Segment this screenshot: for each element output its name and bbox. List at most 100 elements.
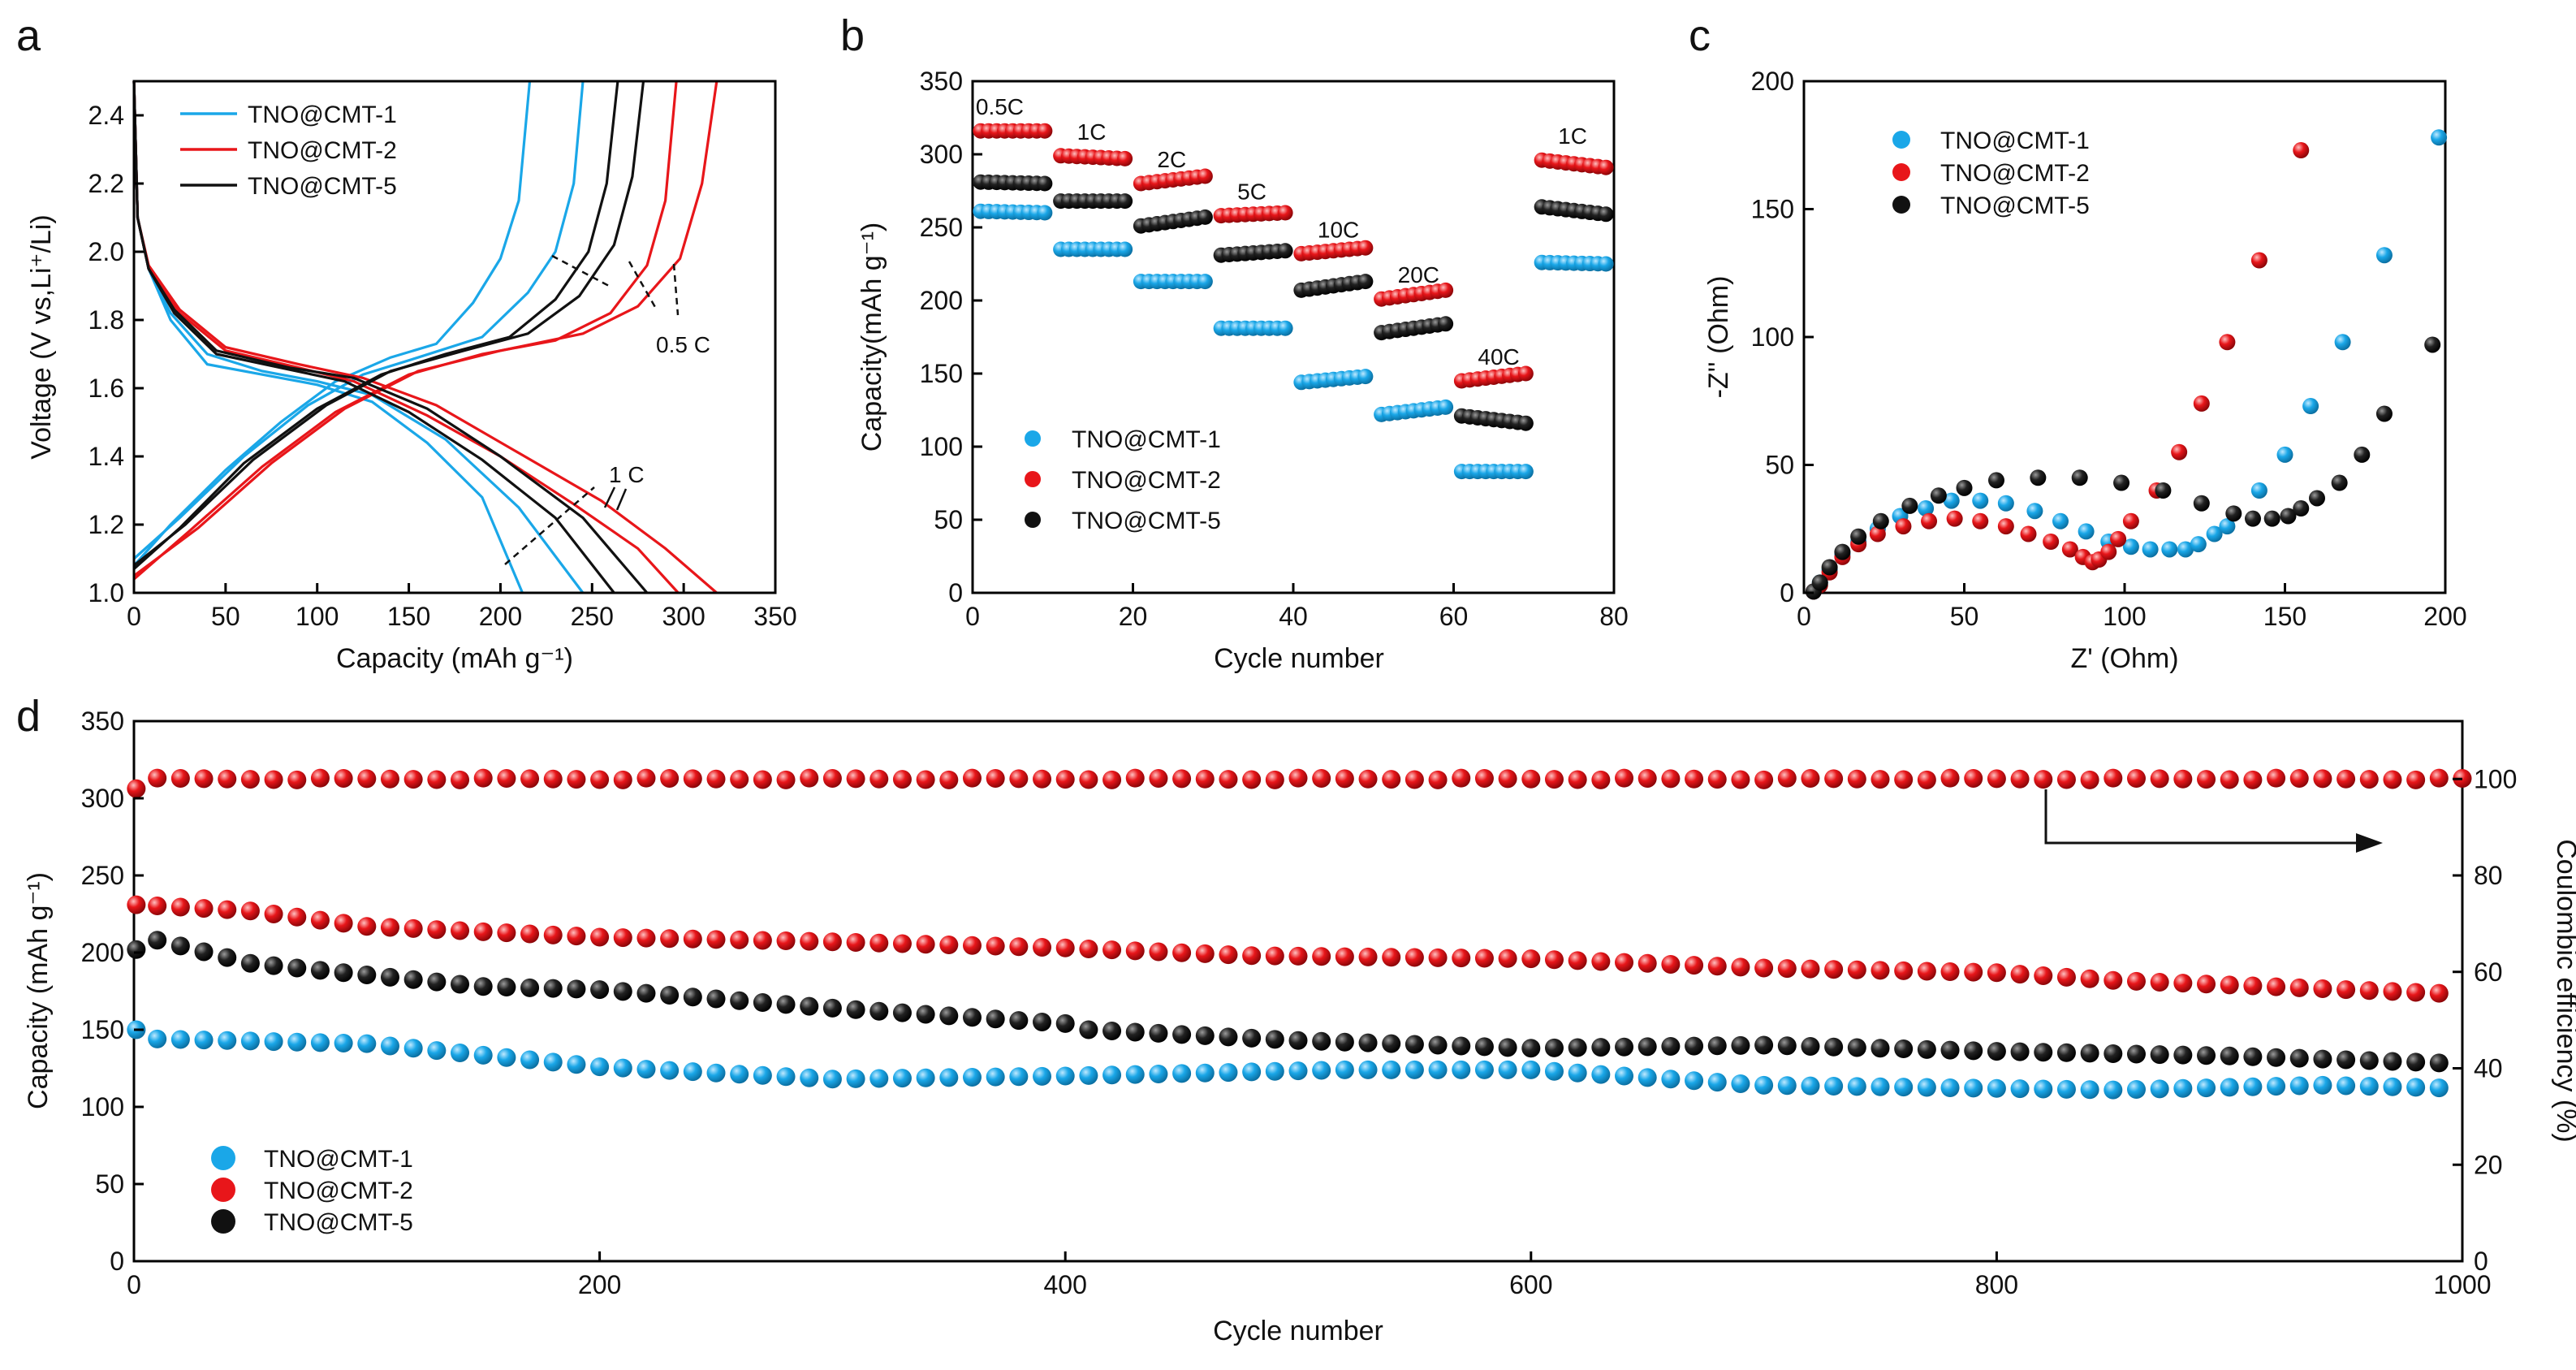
c-point-cmt1 [2206, 525, 2223, 542]
d-ce-point [1940, 768, 1960, 788]
d-point-cmt2 [2197, 975, 2216, 994]
d-point-cmt5 [1288, 1031, 1308, 1050]
a-x-label: Capacity (mAh g⁻¹) [336, 643, 573, 674]
d-point-cmt1 [916, 1068, 935, 1087]
c-x-tick-label: 50 [1950, 602, 1979, 631]
b-point-cmt5 [1197, 209, 1213, 225]
d-point-cmt1 [194, 1031, 214, 1050]
d-point-cmt2 [800, 931, 819, 951]
d-point-cmt5 [427, 972, 447, 992]
b-x-ticks: 0 20 40 60 80 [965, 583, 1629, 631]
c-y-tick-label: 0 [1780, 578, 1794, 607]
d-point-cmt5 [1125, 1022, 1145, 1042]
d-point-cmt1 [2173, 1078, 2193, 1098]
d-point-cmt1 [1754, 1075, 1774, 1095]
d-point-cmt5 [2243, 1047, 2263, 1066]
d-point-cmt2 [636, 928, 656, 948]
d-point-cmt5 [2289, 1048, 2309, 1068]
d-ce-point [2429, 768, 2449, 788]
d-point-cmt1 [683, 1062, 702, 1082]
c-point-cmt2 [1921, 512, 1938, 529]
d-point-cmt5 [1358, 1033, 1378, 1052]
d-point-cmt1 [2243, 1077, 2263, 1096]
b-point-cmt1 [1197, 274, 1213, 290]
d-point-cmt1 [567, 1055, 586, 1074]
d-ce-point [2056, 770, 2076, 789]
d-point-cmt2 [822, 932, 842, 952]
c-point-cmt5 [1821, 559, 1838, 576]
c-legend-label-3: TNO@CMT-5 [1940, 192, 2090, 219]
d-point-cmt1 [2429, 1078, 2449, 1098]
c-point-cmt2 [2250, 252, 2267, 269]
b-point-cmt5 [1117, 193, 1133, 210]
d-point-cmt1 [1009, 1067, 1029, 1087]
d-point-cmt5 [1428, 1035, 1448, 1055]
a-legend-label-3: TNO@CMT-5 [248, 173, 397, 200]
c-point-cmt1 [2161, 541, 2178, 558]
b-point-cmt1 [1438, 399, 1454, 415]
d-point-cmt1 [636, 1060, 656, 1079]
d-ce-point [567, 770, 586, 789]
d-ce-point [1894, 770, 1914, 789]
d-point-cmt5 [1940, 1040, 1960, 1060]
d-x-tick-label: 200 [578, 1270, 621, 1299]
c-point-cmt1 [1918, 500, 1935, 517]
d-x-tick-label: 400 [1044, 1270, 1087, 1299]
d-point-cmt5 [1964, 1041, 1983, 1061]
a-y-tick-label: 1.2 [88, 510, 124, 539]
b-rate-label: 10C [1318, 217, 1359, 242]
d-point-cmt5 [1335, 1032, 1354, 1052]
d-point-cmt5 [636, 983, 656, 1003]
d-ce-point [869, 769, 889, 789]
d-point-cmt5 [1498, 1038, 1517, 1057]
c-y-ticks: 0 50 100 150 200 [1751, 67, 1814, 607]
d-ce-point [2080, 770, 2099, 789]
b-point-cmt5 [1277, 243, 1293, 259]
d-ce-point [1172, 769, 1192, 789]
d-ce-point [2337, 769, 2356, 789]
d-point-cmt2 [1265, 946, 1284, 966]
d-point-cmt2 [1033, 938, 1052, 957]
d-point-cmt2 [2080, 969, 2099, 988]
d-point-cmt5 [2126, 1044, 2146, 1064]
c-point-cmt5 [1901, 497, 1918, 514]
d-ce-point [2220, 770, 2239, 789]
d-ce-point [127, 779, 146, 798]
d-point-cmt1 [2359, 1077, 2379, 1096]
d-point-cmt2 [1638, 953, 1657, 973]
a-curve-cmt2-charge [133, 80, 718, 577]
d-point-cmt1 [846, 1069, 865, 1088]
d-point-cmt1 [334, 1033, 353, 1052]
d-point-cmt1 [2150, 1079, 2169, 1099]
d-ce-point [1242, 770, 1262, 789]
d-point-cmt1 [1847, 1077, 1866, 1096]
a-curve-cmt2-charge [132, 80, 678, 581]
b-y-tick-label: 150 [920, 359, 963, 388]
panel-c: c 0 50 100 150 200 0 50 100 150 200 Z' (Ohm) -Z'… [1689, 11, 2467, 674]
d-point-cmt2 [264, 905, 283, 923]
a-y-tick-label: 1.6 [88, 374, 124, 403]
d-point-cmt2 [1987, 963, 2006, 983]
b-rate-label: 2C [1157, 147, 1186, 172]
d-point-cmt5 [1824, 1037, 1844, 1057]
d-point-cmt5 [497, 978, 516, 997]
d-ce-point [1405, 770, 1424, 789]
d-point-cmt5 [2429, 1053, 2449, 1073]
d-x-tick-label: 0 [127, 1270, 141, 1299]
b-legend-marker-2 [1025, 471, 1041, 487]
d-point-cmt2 [730, 930, 749, 949]
d-point-cmt2 [520, 924, 540, 944]
b-y-tick-label: 250 [920, 213, 963, 242]
d-point-cmt5 [1242, 1028, 1262, 1048]
d-point-cmt2 [451, 921, 470, 940]
d-point-cmt5 [240, 953, 260, 973]
d-point-cmt1 [403, 1039, 423, 1058]
d-ce-point [357, 769, 377, 789]
d-ce-point [1707, 770, 1727, 789]
d-point-cmt1 [1452, 1060, 1471, 1079]
d-ce-point [846, 769, 865, 789]
d-point-cmt2 [706, 930, 726, 949]
d-point-cmt2 [1219, 945, 1238, 965]
d-point-cmt1 [986, 1067, 1005, 1087]
